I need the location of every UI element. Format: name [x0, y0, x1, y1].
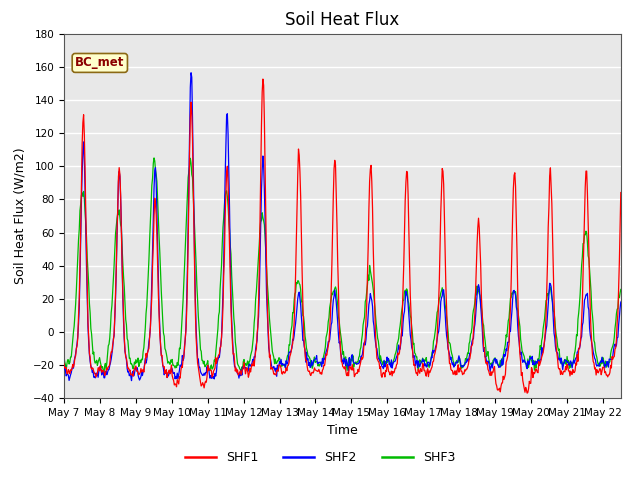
SHF2	[278, 362, 285, 368]
SHF3	[229, 301, 237, 307]
SHF3	[60, 354, 68, 360]
SHF2	[125, 373, 133, 379]
Text: BC_met: BC_met	[75, 57, 125, 70]
SHF3	[100, 372, 108, 378]
SHF1	[617, 190, 625, 195]
SHF1	[277, 365, 285, 371]
SHF2	[433, 342, 440, 348]
SHF3	[401, 288, 409, 293]
SHF1	[125, 368, 133, 374]
SHF1	[228, 325, 236, 331]
SHF1	[432, 347, 440, 353]
SHF3	[617, 287, 625, 292]
SHF2	[127, 378, 135, 384]
SHF3	[126, 355, 134, 361]
Y-axis label: Soil Heat Flux (W/m2): Soil Heat Flux (W/m2)	[14, 148, 27, 284]
Line: SHF2: SHF2	[64, 73, 621, 381]
X-axis label: Time: Time	[327, 424, 358, 437]
SHF3	[257, 217, 264, 223]
SHF2	[229, 348, 237, 353]
SHF3	[433, 317, 440, 323]
SHF1	[524, 390, 531, 396]
SHF1	[255, 266, 263, 272]
SHF2	[257, 222, 264, 228]
SHF3	[278, 363, 285, 369]
SHF1	[259, 76, 267, 82]
SHF1	[60, 361, 68, 367]
SHF3	[150, 155, 158, 161]
Title: Soil Heat Flux: Soil Heat Flux	[285, 11, 399, 29]
Legend: SHF1, SHF2, SHF3: SHF1, SHF2, SHF3	[180, 446, 460, 469]
Line: SHF3: SHF3	[64, 158, 621, 375]
SHF2	[60, 367, 68, 372]
SHF1	[401, 229, 408, 235]
SHF2	[401, 297, 409, 303]
SHF2	[617, 299, 625, 305]
Line: SHF1: SHF1	[64, 79, 621, 393]
SHF2	[188, 70, 195, 76]
